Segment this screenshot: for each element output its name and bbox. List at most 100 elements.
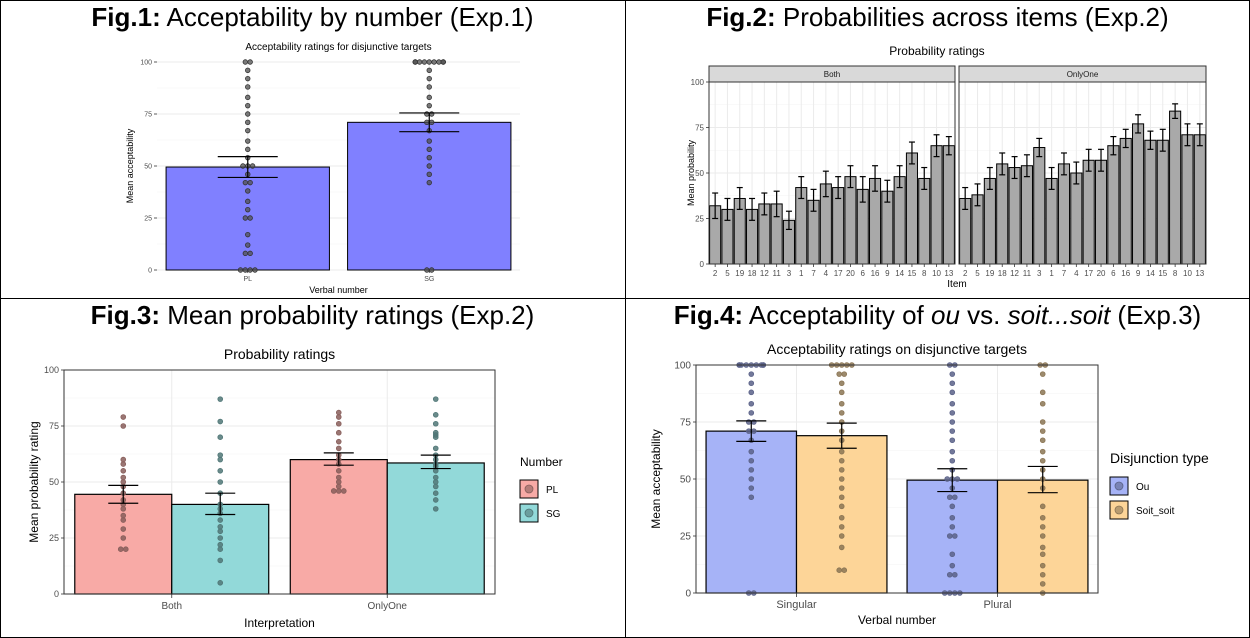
- fig4-data-point: [954, 476, 961, 482]
- fig3-data-point: [432, 474, 439, 481]
- fig4-label: Fig.4:: [673, 300, 744, 330]
- fig4-data-point: [748, 457, 755, 464]
- fig3-data-point: [432, 490, 439, 497]
- fig4-ytick-label: 75: [680, 418, 692, 429]
- fig2-xtick-label: 2: [963, 269, 968, 278]
- fig2-ytick-label: 75: [695, 123, 704, 132]
- fig2-xtick-label: 19: [985, 269, 994, 278]
- fig2-xtick-label: 11: [1023, 269, 1032, 278]
- fig1-data-point: [426, 102, 432, 109]
- fig2-xtick-label: 12: [760, 269, 769, 278]
- fig4-ytick-label: 25: [680, 532, 692, 543]
- fig3-data-point: [217, 452, 224, 458]
- fig4-data-point: [1039, 503, 1046, 510]
- fig4-data-point: [949, 410, 956, 416]
- fig2-xtick-label: 12: [1010, 269, 1019, 278]
- fig4-data-point: [838, 410, 845, 416]
- fig4-data-point: [838, 494, 845, 501]
- fig1-data-point: [245, 146, 251, 153]
- fig4-data-point: [748, 400, 755, 407]
- fig2-xtick-label: 15: [1158, 269, 1167, 278]
- fig4-data-point: [949, 400, 956, 407]
- fig4-title-soit: soit...soit: [1007, 300, 1111, 330]
- fig1-ytick-label: 75: [144, 111, 152, 118]
- fig2-xtick-label: 7: [1062, 269, 1067, 278]
- fig1-data-point: [426, 84, 432, 90]
- fig4-ytick-label: 100: [674, 361, 691, 372]
- fig1-data-point: [247, 215, 253, 221]
- fig2-xtick-label: 19: [735, 269, 744, 278]
- fig3-data-point: [217, 418, 224, 425]
- fig1-data-point: [426, 171, 432, 178]
- fig2-xtick-label: 4: [1074, 269, 1079, 278]
- fig4-data-point: [949, 524, 956, 530]
- fig2-xtick-label: 20: [1097, 269, 1106, 278]
- fig3-data-point: [120, 535, 127, 541]
- fig1-data-point: [245, 138, 251, 144]
- fig2-chart-title: Probability ratings: [889, 44, 984, 58]
- fig3-heading: Fig.3: Mean probability ratings (Exp.2): [0, 300, 625, 331]
- fig1-data-point: [426, 154, 432, 161]
- fig4-data-point: [748, 494, 755, 501]
- fig3-xaxis-title: Interpretation: [244, 616, 315, 630]
- fig1-ytick-label: 100: [140, 59, 152, 66]
- fig1-data-point: [426, 163, 432, 169]
- fig2-xtick-label: 10: [1183, 269, 1192, 278]
- fig4-legend-title: Disjunction type: [1110, 450, 1209, 466]
- fig4-ytick-label: 0: [685, 589, 691, 600]
- fig1-data-point: [247, 250, 253, 257]
- fig3-xtick-label: Both: [161, 601, 182, 612]
- fig4-data-point: [748, 476, 755, 482]
- fig1-chart: Acceptability ratings for disjunctive ta…: [125, 42, 520, 295]
- fig2-xtick-label: 10: [932, 269, 941, 278]
- fig1-data-point: [245, 111, 251, 117]
- fig3-data-point: [341, 488, 347, 494]
- fig3-ytick-label: 50: [49, 477, 59, 487]
- fig3-legend-dot-PL: [524, 484, 534, 494]
- fig1-data-point: [245, 119, 251, 126]
- fig1-data-point: [245, 198, 251, 205]
- fig4-data-point: [1039, 419, 1046, 425]
- fig1-label: Fig.1:: [91, 2, 161, 32]
- fig4-data-point: [949, 514, 956, 521]
- fig3-data-point: [217, 396, 224, 402]
- fig4-data-point: [748, 389, 755, 396]
- fig3-data-point: [120, 468, 127, 474]
- fig2-ytick-label: 100: [691, 78, 705, 87]
- fig1-data-point: [245, 242, 251, 248]
- fig1-data-point: [252, 267, 258, 273]
- fig2-ytick-label: 50: [695, 169, 704, 178]
- panel-fig1: Fig.1: Acceptability by number (Exp.1) A…: [0, 0, 625, 298]
- fig3-data-point: [335, 429, 342, 436]
- fig2-title: Probabilities across items (Exp.2): [775, 2, 1169, 32]
- fig4-data-point: [1039, 428, 1046, 434]
- fig4-panel-border: [695, 364, 1099, 594]
- fig4-data-point: [1039, 533, 1046, 539]
- fig2-xtick-label: 14: [1146, 269, 1155, 278]
- fig4-data-point: [949, 448, 956, 455]
- fig3-panel-border: [63, 369, 496, 595]
- fig3-data-point: [432, 506, 439, 512]
- fig1-data-point: [247, 179, 253, 186]
- fig2-xtick-label: 1: [1049, 269, 1054, 278]
- fig1-data-point: [247, 59, 253, 65]
- fig3-data-point: [432, 396, 439, 402]
- fig4-title-ou: ou: [931, 300, 960, 330]
- fig1-data-point: [426, 138, 432, 144]
- fig3-data-point: [432, 429, 439, 436]
- fig4-legend-dot-Ou: [1114, 481, 1124, 491]
- fig3-title: Mean probability ratings (Exp.2): [160, 300, 535, 330]
- fig2-xtick-label: 9: [1136, 269, 1141, 278]
- fig1-yaxis-title: Mean acceptability: [125, 128, 135, 203]
- fig3-chart-title: Probability ratings: [224, 346, 335, 362]
- fig3-chart: Probability ratings 0 25 50 75 100 Both OnlyOne…: [27, 346, 563, 630]
- fig2-xtick-label: 16: [1121, 269, 1130, 278]
- fig4-data-point: [1039, 581, 1046, 587]
- fig4-data-point: [949, 437, 956, 444]
- fig4-data-point: [838, 544, 845, 551]
- fig4-data-point: [949, 380, 956, 387]
- fig3-data-point: [217, 517, 224, 523]
- fig3-legend-label-PL: PL: [546, 485, 559, 496]
